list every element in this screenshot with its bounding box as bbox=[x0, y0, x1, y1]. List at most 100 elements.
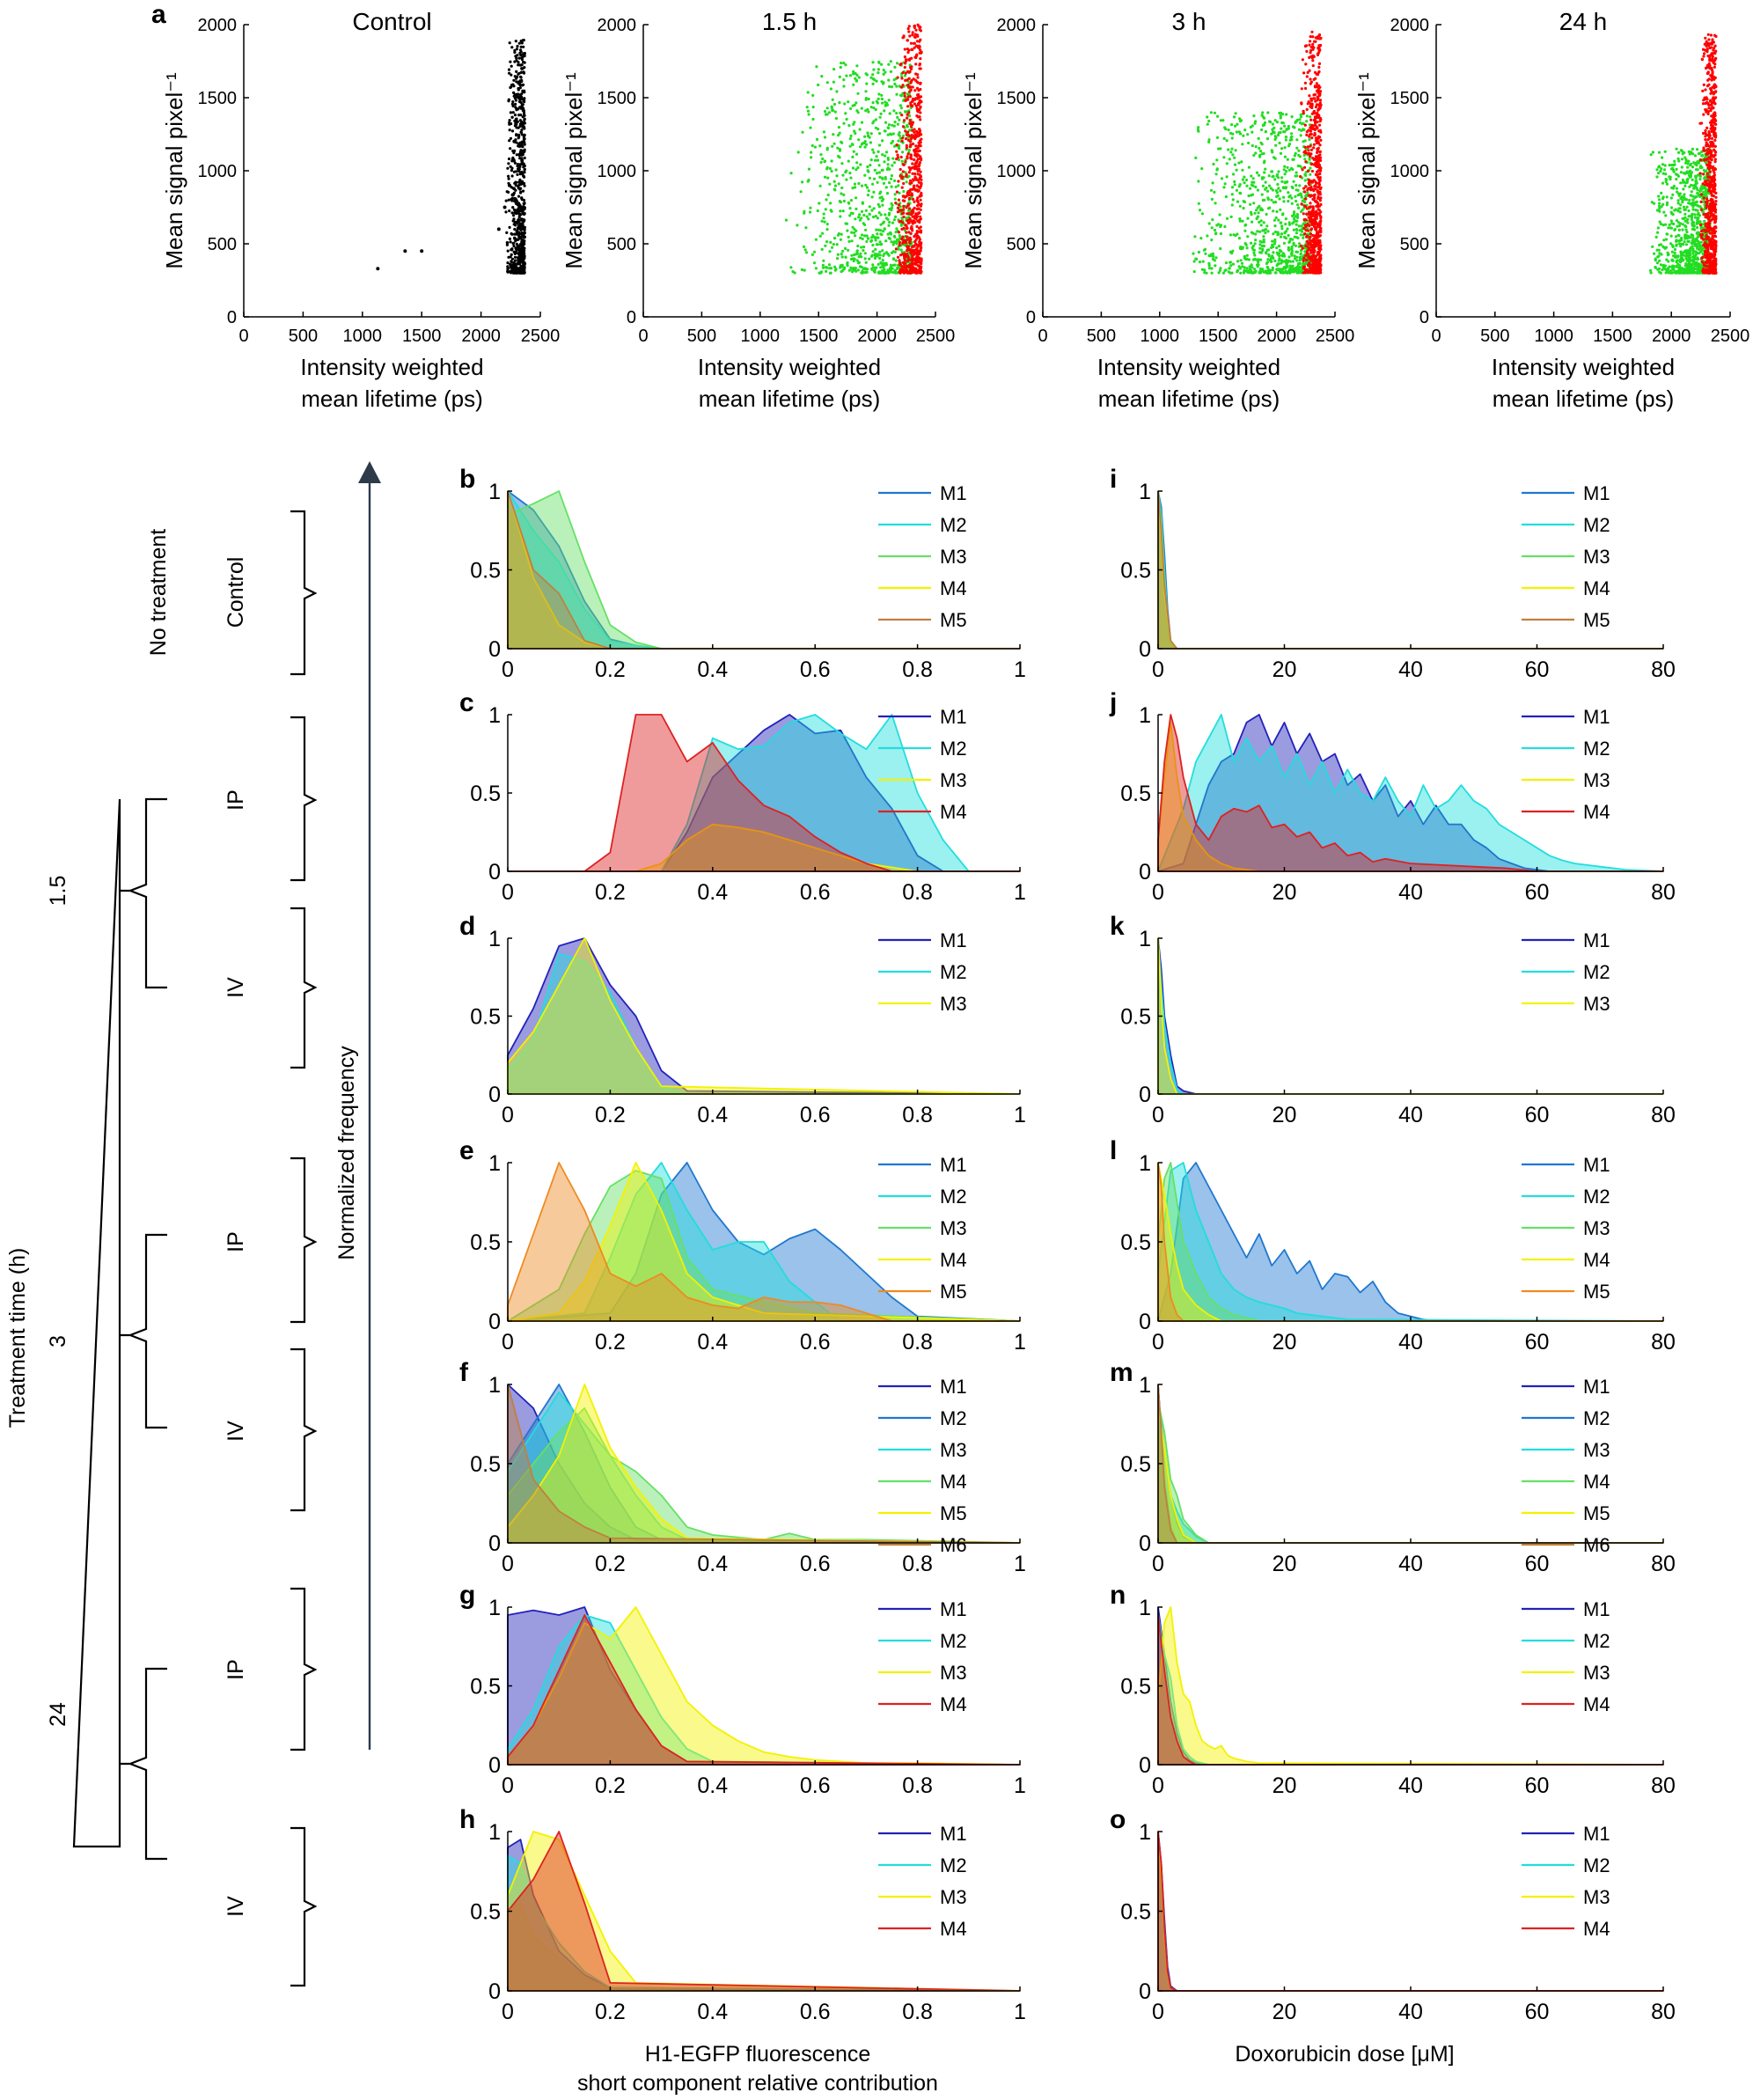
scatter-point bbox=[1297, 149, 1301, 152]
scatter-point bbox=[887, 62, 891, 66]
scatter-point bbox=[842, 62, 846, 65]
scatter-point bbox=[881, 263, 884, 267]
scatter-point bbox=[883, 160, 886, 164]
scatter-point bbox=[1668, 175, 1671, 179]
scatter-point bbox=[1309, 202, 1312, 205]
scatter-point bbox=[1274, 188, 1278, 193]
scatter-point bbox=[1314, 200, 1317, 203]
scatter-point bbox=[865, 73, 869, 77]
scatter-point bbox=[873, 270, 876, 274]
scatter-point bbox=[507, 157, 511, 161]
scatter-point bbox=[897, 184, 900, 187]
scatter-point bbox=[836, 146, 840, 150]
scatter-point bbox=[1660, 167, 1663, 171]
scatter-point bbox=[523, 117, 526, 121]
scatter-point bbox=[912, 197, 915, 201]
scatter-point bbox=[832, 142, 836, 145]
scatter-point bbox=[1662, 168, 1667, 172]
scatter-point bbox=[844, 246, 847, 250]
scatter-point bbox=[1294, 151, 1297, 155]
scatter-point bbox=[902, 262, 906, 266]
scatter-point bbox=[1275, 246, 1279, 250]
scatter-point bbox=[509, 111, 513, 114]
scatter-point bbox=[825, 223, 829, 226]
scatter-point bbox=[1231, 262, 1236, 266]
scatter-point bbox=[1269, 187, 1273, 190]
scatter-point bbox=[1655, 261, 1660, 265]
scatter-point bbox=[869, 132, 873, 136]
scatter-point bbox=[1664, 178, 1668, 181]
scatter-point bbox=[904, 160, 907, 164]
scatter-point bbox=[1308, 264, 1311, 268]
scatter-point bbox=[1306, 191, 1309, 195]
scatter-point bbox=[879, 232, 883, 236]
scatter-point bbox=[866, 131, 869, 135]
scatter-point bbox=[1318, 92, 1322, 96]
scatter-point bbox=[884, 239, 888, 243]
scatter-point bbox=[1295, 146, 1299, 150]
x-tick-label: 2000 bbox=[461, 327, 501, 346]
scatter-point bbox=[902, 181, 906, 186]
scatter-point bbox=[1194, 257, 1198, 261]
scatter-point bbox=[854, 168, 858, 172]
scatter-point bbox=[1307, 149, 1310, 152]
scatter-point bbox=[520, 271, 524, 275]
scatter-point bbox=[871, 215, 876, 219]
scatter-point bbox=[1309, 129, 1312, 133]
scatter-point bbox=[806, 109, 810, 113]
scatter-point bbox=[881, 176, 884, 180]
scatter-point bbox=[1657, 267, 1661, 270]
scatter-point bbox=[1233, 163, 1237, 166]
scatter-point bbox=[1262, 151, 1265, 156]
scatter-point bbox=[919, 260, 922, 264]
scatter-point bbox=[1309, 227, 1314, 231]
scatter-point bbox=[1657, 195, 1661, 198]
scatter-point bbox=[520, 128, 524, 132]
scatter-point bbox=[869, 158, 873, 162]
scatter-point bbox=[1258, 246, 1262, 250]
scatter-point bbox=[1258, 230, 1262, 233]
scatter-point bbox=[1273, 238, 1277, 242]
scatter-point bbox=[905, 180, 908, 184]
scatter-point bbox=[865, 234, 869, 238]
scatter-point bbox=[837, 126, 841, 129]
scatter-ylabel: Mean signal pixel⁻¹ bbox=[960, 72, 987, 269]
scatter-point bbox=[1296, 194, 1300, 197]
scatter-point bbox=[840, 162, 844, 165]
scatter-point bbox=[901, 241, 905, 245]
scatter-point bbox=[512, 261, 516, 264]
scatter-point bbox=[1656, 226, 1660, 230]
scatter-point bbox=[521, 60, 525, 64]
scatter-point bbox=[884, 70, 887, 74]
scatter-point bbox=[856, 261, 861, 265]
scatter-point bbox=[911, 245, 915, 248]
scatter-point bbox=[913, 172, 917, 176]
scatter-point bbox=[899, 85, 904, 89]
scatter-point bbox=[916, 76, 920, 79]
scatter-point bbox=[522, 111, 526, 114]
scatter-point bbox=[890, 185, 893, 188]
scatter-point bbox=[1284, 138, 1287, 142]
scatter-point bbox=[916, 219, 920, 223]
scatter-point bbox=[837, 182, 840, 186]
scatter-point bbox=[1317, 49, 1321, 54]
scatter-point bbox=[1312, 189, 1316, 193]
scatter-point bbox=[897, 231, 901, 234]
scatter-point bbox=[886, 133, 890, 136]
scatter-point bbox=[1683, 184, 1687, 187]
x-tick-label: 1500 bbox=[799, 327, 839, 346]
scatter-point bbox=[821, 231, 825, 235]
scatter-point bbox=[911, 162, 914, 165]
scatter-point bbox=[879, 261, 883, 264]
scatter-point bbox=[881, 259, 884, 262]
scatter-point bbox=[1319, 244, 1323, 247]
scatter-point bbox=[1217, 147, 1221, 151]
scatter-point bbox=[891, 132, 895, 136]
scatter-point bbox=[1698, 174, 1702, 178]
scatter-point bbox=[1304, 197, 1308, 201]
scatter-point bbox=[515, 70, 518, 73]
scatter-point bbox=[878, 250, 882, 253]
scatter-point bbox=[1197, 250, 1200, 254]
scatter-point bbox=[852, 259, 855, 263]
